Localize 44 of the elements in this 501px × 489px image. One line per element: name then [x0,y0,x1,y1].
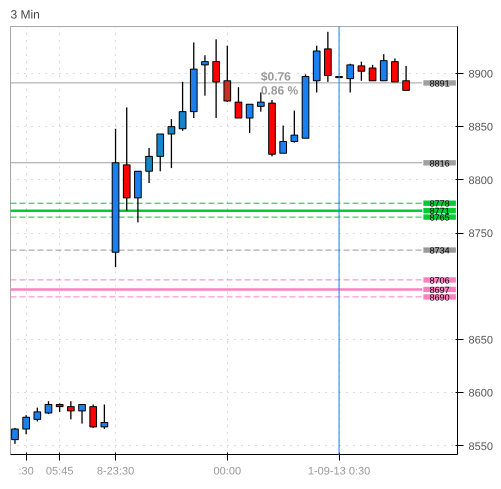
candlestick [145,147,153,184]
candlestick [33,407,42,422]
y-tick-label: 8550 [468,440,493,453]
candlestick [201,54,209,96]
candlestick [368,64,376,82]
candlestick [100,404,108,430]
candlestick [391,58,399,83]
candlestick [78,404,86,424]
x-tick-label: 1-09-13 0:30 [308,466,370,478]
candlestick [380,54,388,82]
ref-line-label: 8690 [430,292,450,302]
x-tick-label: 8-23:30 [96,466,134,478]
y-tick-label: 8850 [468,122,493,134]
y-tick-label: 8650 [468,334,493,347]
annotation: 0.86 % [260,84,299,98]
candlestick [223,45,232,103]
candlestick [44,400,52,415]
y-tick-label: 8600 [468,388,493,400]
candlestick [212,38,220,119]
ref-line-label: 8706 [430,275,450,286]
candlestick [168,118,176,169]
ref-line-label: 8891 [430,78,450,88]
candlestick [156,133,164,172]
x-tick-label: 05:45 [46,466,74,478]
x-tick-label: :30 [18,466,34,478]
y-tick-label: 8800 [468,174,493,187]
candlestick [279,124,288,154]
candlestick [402,65,410,92]
candlestick [246,104,254,134]
candlestick [22,414,30,435]
chart-title: 3 Min [10,8,40,22]
candlestick [290,110,298,144]
x-tick-label: 00:00 [214,466,242,478]
annotation: $0.76 [260,70,292,84]
y-tick-label: 8750 [468,228,493,240]
candlestick [358,60,366,82]
candlestick [89,404,98,429]
y-tick-label: 8900 [468,68,493,80]
candlestick [66,400,75,420]
candlestick [178,81,186,132]
candlestick [11,427,19,445]
candlestick [234,86,242,119]
ref-line-label: 8697 [430,284,450,295]
candlestick [346,63,354,94]
